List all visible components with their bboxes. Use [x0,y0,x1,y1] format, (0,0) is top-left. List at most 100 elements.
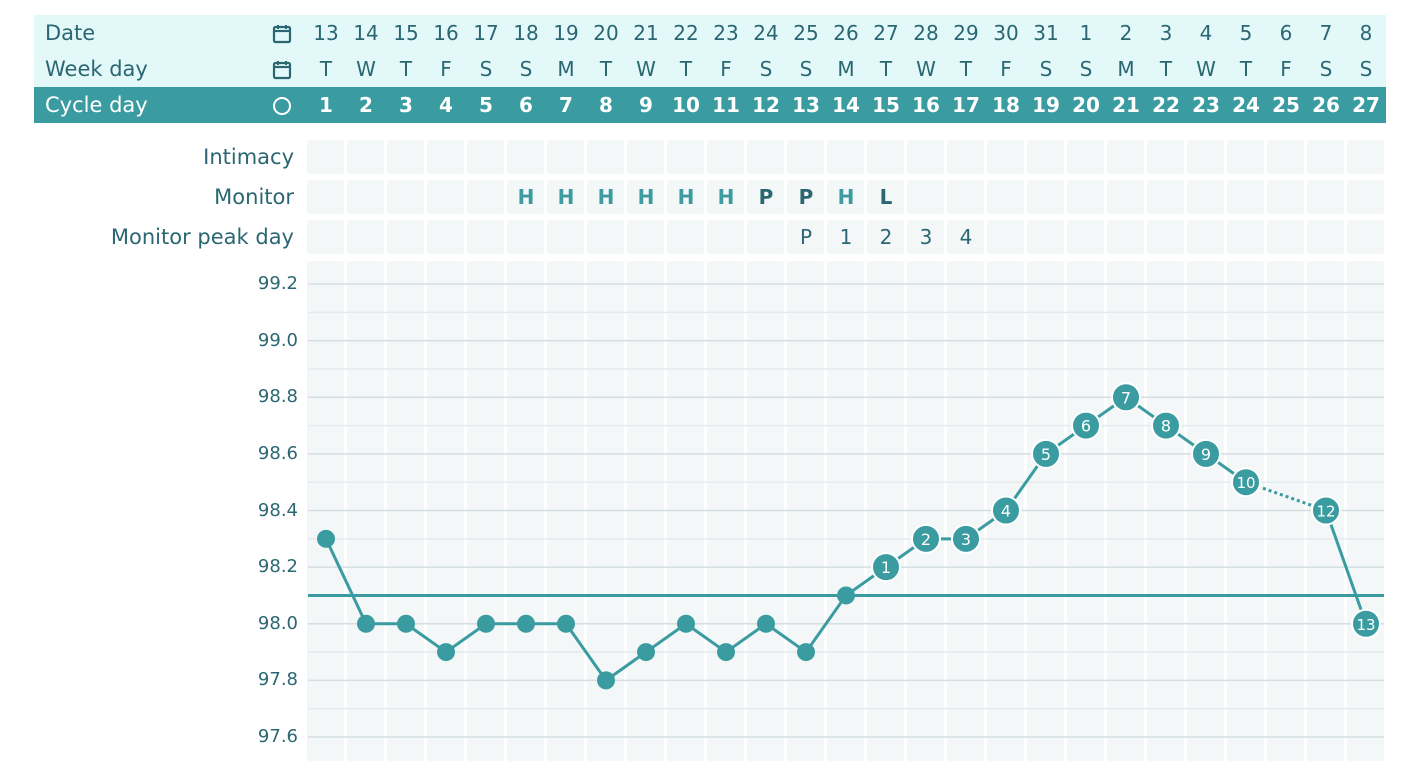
intimacy-cell[interactable] [307,140,344,174]
monitor-cell [1227,180,1264,214]
data-point[interactable] [477,614,495,633]
monitor-cell [1067,180,1104,214]
monitor-cell [1347,180,1384,214]
monitor-peak-cell [627,220,664,254]
date-cell: 18 [513,21,539,45]
monitor-peak-cell [747,220,784,254]
cycleday-row-label: Cycle day [45,93,148,117]
intimacy-cell[interactable] [1187,140,1224,174]
monitor-row-label: Monitor [214,185,294,209]
intimacy-cell[interactable] [787,140,824,174]
circle-icon[interactable] [272,96,292,116]
cycle-day-band [34,87,1386,123]
weekday-cell: T [1239,57,1253,81]
intimacy-cell[interactable] [467,140,504,174]
data-point[interactable]: 9 [1191,438,1221,469]
intimacy-cell[interactable] [667,140,704,174]
weekday-cell: W [356,57,376,81]
data-point[interactable]: 7 [1111,382,1141,413]
data-point[interactable]: 10 [1231,467,1261,498]
data-point[interactable]: 4 [991,495,1021,526]
data-point[interactable] [677,614,695,633]
intimacy-cell[interactable] [907,140,944,174]
intimacy-cell[interactable] [827,140,864,174]
cycle-day-cell: 15 [872,93,900,117]
data-point[interactable] [317,529,335,548]
data-point[interactable] [637,643,655,662]
intimacy-cell[interactable] [1107,140,1144,174]
weekday-cell: F [1280,57,1292,81]
weekday-cell: S [799,57,813,81]
intimacy-cell[interactable] [947,140,984,174]
intimacy-cell[interactable] [1227,140,1264,174]
intimacy-cell[interactable] [707,140,744,174]
monitor-value: H [717,185,735,209]
calendar-icon[interactable] [272,60,292,80]
data-point[interactable] [597,671,615,690]
intimacy-cell[interactable] [547,140,584,174]
intimacy-cell[interactable] [747,140,784,174]
monitor-cell [427,180,464,214]
data-point[interactable]: 1 [871,552,901,583]
data-point[interactable]: 8 [1151,410,1181,441]
data-point[interactable] [717,643,735,662]
data-point[interactable]: 2 [911,523,941,554]
weekday-cell: S [479,57,493,81]
monitor-peak-cell [1147,220,1184,254]
date-cell: 25 [793,21,819,45]
intimacy-cell[interactable] [627,140,664,174]
data-point[interactable]: 12 [1311,495,1341,526]
data-point[interactable]: 5 [1031,438,1061,469]
data-point[interactable] [797,643,815,662]
weekday-cell: S [1319,57,1333,81]
date-cell: 13 [313,21,339,45]
data-point-label: 8 [1161,417,1171,436]
monitor-value: H [557,185,575,209]
data-point[interactable]: 13 [1351,608,1381,639]
data-point[interactable] [837,586,855,605]
monitor-peak-cell [947,220,984,254]
data-point-label: 1 [881,558,891,577]
date-cell: 17 [473,21,499,45]
weekday-cell: S [759,57,773,81]
monitor-peak-cell [707,220,744,254]
intimacy-cell[interactable] [1027,140,1064,174]
intimacy-cell[interactable] [1147,140,1184,174]
intimacy-cell[interactable] [427,140,464,174]
monitor-cell [307,180,344,214]
data-point-label: 2 [921,530,931,549]
cycle-day-cell: 5 [479,93,493,117]
intimacy-cell[interactable] [987,140,1024,174]
date-cell: 8 [1359,21,1373,45]
data-point[interactable]: 6 [1071,410,1101,441]
monitor-peak-cell [1307,220,1344,254]
data-point[interactable]: 3 [951,523,981,554]
intimacy-cell[interactable] [1267,140,1304,174]
intimacy-cell[interactable] [1347,140,1384,174]
data-point[interactable] [437,643,455,662]
date-cell: 29 [953,21,979,45]
cycle-day-cell: 25 [1272,93,1300,117]
intimacy-cell[interactable] [1307,140,1344,174]
monitor-peak-cell [1187,220,1224,254]
intimacy-cell[interactable] [387,140,424,174]
intimacy-cell[interactable] [867,140,904,174]
line-segment [804,594,848,653]
intimacy-cell[interactable] [1067,140,1104,174]
data-point[interactable] [517,614,535,633]
cycle-day-cell: 2 [359,93,373,117]
monitor-cell [1107,180,1144,214]
monitor-cell [1267,180,1304,214]
data-point[interactable] [557,614,575,633]
date-cell: 23 [713,21,739,45]
data-point[interactable] [397,614,415,633]
date-cell: 19 [553,21,579,45]
calendar-icon[interactable] [272,24,292,44]
data-point-label: 3 [961,530,971,549]
intimacy-cell[interactable] [347,140,384,174]
data-point[interactable] [357,614,375,633]
data-point[interactable] [757,614,775,633]
intimacy-cell[interactable] [507,140,544,174]
intimacy-cell[interactable] [587,140,624,174]
cycle-day-cell: 13 [792,93,820,117]
